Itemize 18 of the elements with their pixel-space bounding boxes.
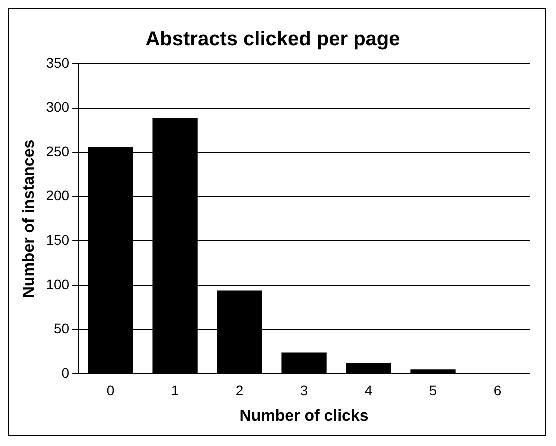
y-tick-label: 100	[46, 276, 70, 292]
y-tick-label: 350	[46, 54, 70, 71]
y-tick-label: 200	[46, 188, 70, 204]
x-tick-label: 1	[171, 382, 180, 398]
x-tick-label: 0	[106, 382, 115, 398]
x-tick-label: 4	[364, 382, 373, 398]
y-axis-title: Number of instances	[21, 140, 38, 298]
y-tick-label: 0	[62, 364, 70, 381]
y-tick-label: 150	[46, 232, 70, 248]
x-tick-label: 2	[236, 382, 244, 398]
chart-title: Abstracts clicked per page	[146, 28, 400, 51]
x-tick-label: 6	[494, 382, 502, 398]
x-tick-label: 5	[429, 382, 438, 398]
y-tick-label: 50	[54, 320, 70, 337]
x-tick-label: 3	[300, 382, 308, 398]
y-tick-label: 250	[46, 143, 70, 160]
x-axis-title: Number of clicks	[240, 408, 369, 425]
y-tick-label: 300	[46, 99, 70, 116]
